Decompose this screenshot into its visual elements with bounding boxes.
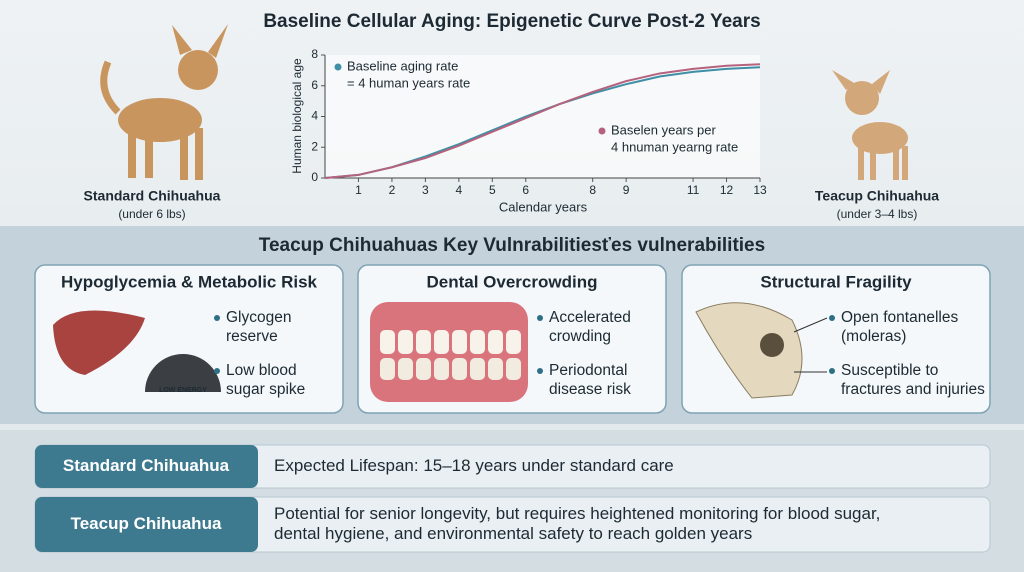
bullet-text: fractures and injuries xyxy=(841,381,985,398)
x-tick-label: 12 xyxy=(720,183,734,197)
pointer xyxy=(793,317,828,333)
tooth xyxy=(452,330,467,354)
row-label-box xyxy=(35,445,258,488)
dog-weight: (under 6 lbs) xyxy=(118,207,185,221)
plot-area xyxy=(325,55,760,178)
x-tick-label: 6 xyxy=(522,183,529,197)
teacup-dog-illustration xyxy=(832,70,908,180)
tooth xyxy=(434,330,449,354)
bullet-text: sugar spike xyxy=(226,381,305,398)
bullet-text: Periodontal xyxy=(549,362,627,379)
eye-socket xyxy=(760,333,784,357)
dog-weight: (under 3–4 lbs) xyxy=(837,207,918,221)
bullet-text: reserve xyxy=(226,328,278,345)
lifespan-rows: Standard Chihuahua Expected Lifespan: 15–… xyxy=(34,444,991,553)
bullet xyxy=(214,315,220,321)
standard-dog-illustration xyxy=(100,24,228,180)
card-title: Structural Fragility xyxy=(760,272,912,291)
gauge-label: LOW ENERGY xyxy=(159,387,207,394)
card-title: Hypoglycemia & Metabolic Risk xyxy=(61,272,318,291)
tooth xyxy=(380,330,395,354)
tooth xyxy=(506,330,521,354)
legend-marker xyxy=(334,63,342,71)
legend-label: Baseline aging rate xyxy=(347,58,458,73)
row-text: dental hygiene, and environmental safety… xyxy=(274,524,752,543)
bullet xyxy=(829,368,835,374)
tooth xyxy=(488,358,503,380)
y-tick-label: 6 xyxy=(311,78,318,92)
tooth xyxy=(506,358,521,380)
tooth xyxy=(398,330,413,354)
chart-title: Baseline Cellular Aging: Epigenetic Curv… xyxy=(263,11,760,32)
x-tick-label: 1 xyxy=(355,183,362,197)
tooth xyxy=(470,358,485,380)
bullet-text: (moleras) xyxy=(841,328,906,345)
tooth xyxy=(488,330,503,354)
bullet xyxy=(214,368,220,374)
x-tick-label: 11 xyxy=(687,183,700,197)
x-tick-label: 5 xyxy=(489,183,496,197)
y-tick-label: 0 xyxy=(311,170,318,184)
x-tick-label: 3 xyxy=(422,183,429,197)
cards: Hypoglycemia & Metabolic Risk LOW ENERGY G… xyxy=(34,264,991,414)
row-label-box xyxy=(35,497,258,552)
y-tick-label: 2 xyxy=(311,139,318,153)
tooth xyxy=(416,358,431,380)
y-axis-label: Human biological age xyxy=(290,58,304,174)
y-tick-label: 4 xyxy=(311,109,318,123)
bullet xyxy=(537,368,543,374)
skull-icon xyxy=(695,302,803,399)
x-tick-label: 4 xyxy=(456,183,463,197)
x-tick-label: 9 xyxy=(623,183,630,197)
x-axis-label: Calendar years xyxy=(499,199,588,214)
y-tick-label: 8 xyxy=(311,47,318,61)
tooth xyxy=(416,330,431,354)
tooth xyxy=(398,358,413,380)
bullet xyxy=(537,315,543,321)
gauge-icon xyxy=(145,354,221,392)
bullet-text: crowding xyxy=(549,328,611,345)
section-title: Teacup Chihuahuas Key Vulnrabilitiesťes … xyxy=(259,235,765,256)
x-tick-label: 13 xyxy=(753,183,767,197)
bullet-text: Accelerated xyxy=(549,309,631,326)
row-label: Standard Chihuahua xyxy=(63,456,230,475)
bullet-text: Open fontanelles xyxy=(841,309,958,326)
row-label: Teacup Chihuahua xyxy=(71,514,222,533)
liver-icon xyxy=(53,310,145,375)
bullet-text: disease risk xyxy=(549,381,631,398)
x-tick-label: 8 xyxy=(589,183,596,197)
tooth xyxy=(434,358,449,380)
legend-marker xyxy=(598,127,606,135)
row-text: Expected Lifespan: 15–18 years under sta… xyxy=(274,456,674,475)
dog-name: Teacup Chihuahua xyxy=(815,188,939,204)
x-tick-label: 2 xyxy=(389,183,396,197)
bullet-text: Glycogen xyxy=(226,309,291,326)
card-title: Dental Overcrowding xyxy=(427,272,598,291)
bullet xyxy=(829,315,835,321)
card xyxy=(34,264,344,414)
tooth xyxy=(380,358,395,380)
legend-note: 4 hnuman yearng rate xyxy=(611,139,738,154)
tooth xyxy=(470,330,485,354)
legend-note: = 4 human years rate xyxy=(347,75,470,90)
dog-name: Standard Chihuahua xyxy=(84,188,221,204)
row-text: Potential for senior longevity, but requ… xyxy=(274,504,880,523)
legend-label: Baselen years per xyxy=(611,122,716,137)
series-line xyxy=(324,63,761,179)
tooth xyxy=(452,358,467,380)
bullet-text: Low blood xyxy=(226,362,297,379)
bullet-text: Susceptible to xyxy=(841,362,938,379)
